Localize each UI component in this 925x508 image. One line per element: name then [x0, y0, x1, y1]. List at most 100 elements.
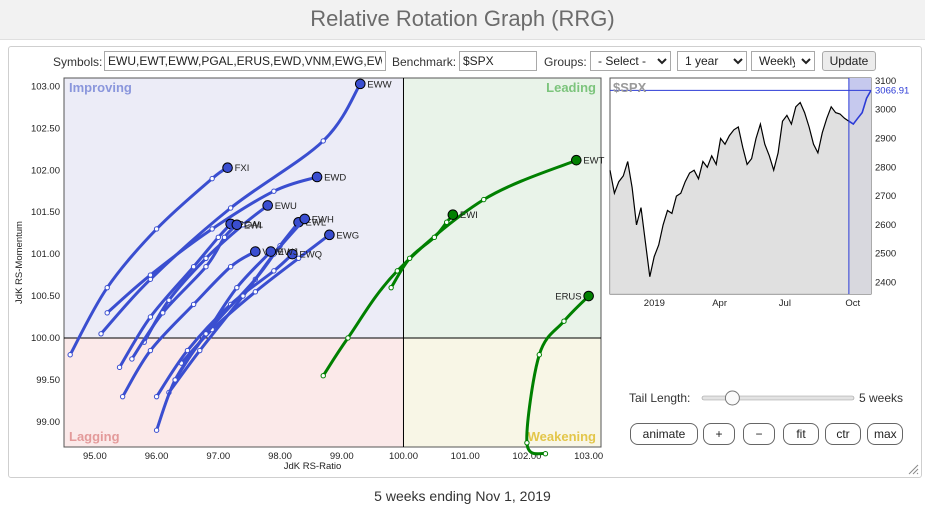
head-fxi — [222, 162, 233, 174]
head-ewq — [287, 248, 298, 260]
tail-point-ewd — [209, 226, 215, 232]
weakening-quadrant — [403, 337, 601, 447]
tail-point-pgal — [147, 314, 154, 320]
spx-title: $SPX — [613, 80, 647, 95]
tail-length-slider-handle[interactable] — [724, 390, 740, 406]
head-erus — [583, 290, 594, 302]
spx-x-tick-label: Oct — [845, 298, 860, 309]
spx-y-tick-label: 2400 — [875, 277, 896, 288]
tail-length-value: 5 weeks — [859, 391, 904, 405]
tail-point-ewt — [345, 335, 351, 341]
improving-label: Improving — [69, 80, 132, 95]
label-ewi: EWI — [244, 220, 262, 231]
tail-point-erus — [542, 451, 549, 457]
label-ewt: EWT — [583, 156, 604, 167]
x-tick-label: 103.00 — [574, 451, 603, 462]
benchmark-input[interactable] — [459, 51, 537, 71]
lagging-label: Lagging — [69, 429, 120, 444]
spx-area — [610, 90, 871, 295]
tail-point-eww — [320, 138, 326, 144]
head-ewt — [571, 154, 582, 166]
weakening-label: Weakening — [528, 429, 596, 444]
tail-length-slider-track[interactable] — [701, 395, 855, 401]
tail-point-ewi — [221, 234, 228, 241]
x-tick-label: 97.00 — [206, 451, 230, 462]
lagging-quadrant — [64, 337, 404, 447]
tail-point-fxi — [153, 226, 160, 232]
tail-point-ewu — [166, 297, 172, 303]
label-ewh: EWH — [312, 214, 334, 225]
x-tick-label: 100.00 — [389, 451, 418, 462]
head-ewg — [324, 229, 335, 241]
y-tick-label: 102.50 — [31, 123, 60, 134]
spx-y-tick-label: 2500 — [875, 249, 896, 260]
label-fxi: FXI — [235, 163, 250, 174]
tail-point-eww — [227, 205, 234, 211]
tail-point-vnm — [119, 393, 126, 400]
page-title: Relative Rotation Graph (RRG) — [310, 6, 615, 31]
tail-point-erus — [524, 440, 530, 446]
label-ewl: EWL — [306, 218, 327, 229]
leading-quadrant — [403, 78, 601, 338]
animate-button[interactable]: animate — [630, 423, 698, 445]
tail-point-ewj — [153, 427, 160, 433]
label-ewu: EWU — [275, 201, 297, 212]
head-eww — [354, 78, 366, 90]
tail-point-ewi — [160, 310, 166, 316]
tail-point-ewi — [129, 356, 135, 362]
label-ewq: EWQ — [299, 250, 322, 261]
y-tick-label: 101.50 — [31, 207, 60, 218]
rrg-plot-border — [63, 77, 602, 448]
label-erus: ERUS — [555, 292, 581, 303]
tail-point-ewj — [172, 377, 178, 383]
label-eww: EWW — [367, 79, 391, 90]
x-tick-label: 98.00 — [268, 451, 292, 462]
spx-x-tick-label: 2019 — [644, 298, 665, 309]
head-vnm — [250, 246, 261, 257]
frequency-select[interactable]: Weekly — [751, 51, 815, 71]
leading-label: Leading — [546, 80, 596, 95]
symbols-label: Symbols: — [53, 55, 103, 69]
tail-point-erus — [536, 352, 542, 358]
label-ewg: EWG — [336, 230, 359, 241]
y-tick-label: 99.00 — [36, 417, 60, 428]
tail-point-fxi — [67, 352, 73, 358]
y-axis-label: JdK RS-Momentum — [14, 221, 25, 304]
head-ewd — [311, 171, 323, 183]
tail-point-ewt — [481, 196, 487, 203]
rrg-panel: Symbols: Benchmark: Groups: - Select - 1… — [8, 46, 922, 478]
fit-button[interactable]: fit — [783, 423, 819, 445]
tail-point-pgal — [190, 263, 197, 270]
spx-y-tick-label: 2900 — [875, 133, 896, 144]
x-tick-label: 102.00 — [512, 451, 541, 462]
center-button[interactable]: ctr — [825, 423, 861, 445]
tail-point-fxi — [209, 175, 215, 182]
x-tick-label: 101.00 — [451, 451, 480, 462]
tail-point-ewi — [406, 255, 413, 262]
zoom-in-button[interactable]: + — [703, 423, 735, 445]
spx-last-value-label: 3066.91 — [875, 85, 909, 96]
tail-point-fxi — [104, 284, 110, 291]
tail-point-ewq — [271, 268, 277, 274]
max-button[interactable]: max — [867, 423, 903, 445]
tail-point-erus — [561, 318, 567, 324]
period-select[interactable]: 1 year — [677, 51, 747, 71]
update-button[interactable]: Update — [822, 51, 876, 71]
label-ewi: EWI — [460, 210, 478, 221]
symbols-input[interactable] — [104, 51, 386, 71]
tail-point-vnm — [227, 263, 234, 270]
tail-point-eww — [98, 331, 104, 337]
tail-point-ewi — [203, 263, 209, 270]
spx-x-tick-label: Jul — [779, 298, 791, 309]
tail-point-ewj — [203, 331, 209, 337]
y-tick-label: 99.50 — [36, 375, 60, 386]
zoom-out-button[interactable]: − — [743, 423, 775, 445]
tail-point-ewg — [295, 255, 302, 262]
x-tick-label: 95.00 — [83, 451, 107, 462]
tail-point-pgal — [215, 234, 222, 241]
tail-point-ewj — [234, 284, 240, 291]
tail-point-pgal — [116, 364, 123, 371]
tail-point-ewd — [147, 272, 154, 278]
groups-select[interactable]: - Select - — [590, 51, 671, 71]
resize-handle-icon[interactable] — [907, 463, 919, 475]
